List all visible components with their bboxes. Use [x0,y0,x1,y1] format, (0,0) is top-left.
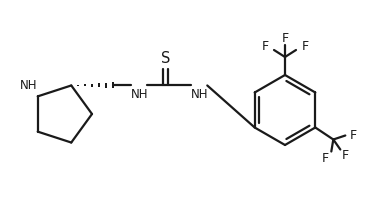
Text: NH: NH [191,89,208,101]
Text: NH: NH [130,89,148,101]
Text: F: F [261,40,269,52]
Text: S: S [161,51,170,66]
Text: F: F [342,149,349,162]
Text: F: F [281,32,289,46]
Text: F: F [350,129,357,142]
Text: F: F [301,40,308,52]
Text: NH: NH [20,79,37,92]
Text: F: F [322,152,329,165]
